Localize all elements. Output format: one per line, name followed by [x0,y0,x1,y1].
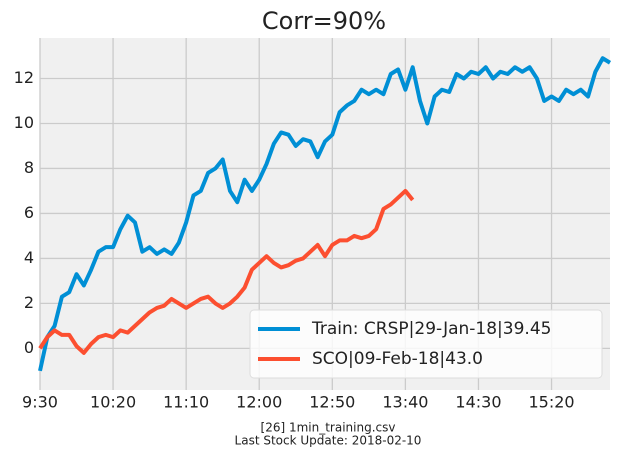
x-tick-label: 15:20 [528,393,574,412]
legend-label: SCO|09-Feb-18|43.0 [312,349,483,369]
x-tick-label: 11:10 [163,393,209,412]
series-line [38,56,612,372]
x-tick-label: 12:50 [309,393,355,412]
x-tick-label: 12:00 [236,393,282,412]
y-tick-label: 12 [14,68,34,87]
y-tick-label: 4 [24,248,34,267]
legend-label: Train: CRSP|29-Jan-18|39.45 [311,319,551,339]
y-tick-label: 0 [24,338,34,357]
footnote: Last Stock Update: 2018-02-10 [235,434,422,448]
y-tick-label: 8 [24,158,34,177]
x-tick-label: 14:30 [455,393,501,412]
x-tick-label: 9:30 [22,393,58,412]
x-tick-label: 10:20 [90,393,136,412]
y-tick-label: 10 [14,113,34,132]
legend: Train: CRSP|29-Jan-18|39.45 SCO|09-Feb-18… [249,309,603,379]
y-tick-label: 2 [24,293,34,312]
footnote: [26] 1min_training.csv [261,421,396,435]
lines [38,56,612,372]
legend-box [249,309,603,379]
series-line [38,188,415,355]
y-tick-label: 6 [24,203,34,222]
chart-title: Corr=90% [262,7,386,35]
x-tick-label: 13:40 [382,393,428,412]
